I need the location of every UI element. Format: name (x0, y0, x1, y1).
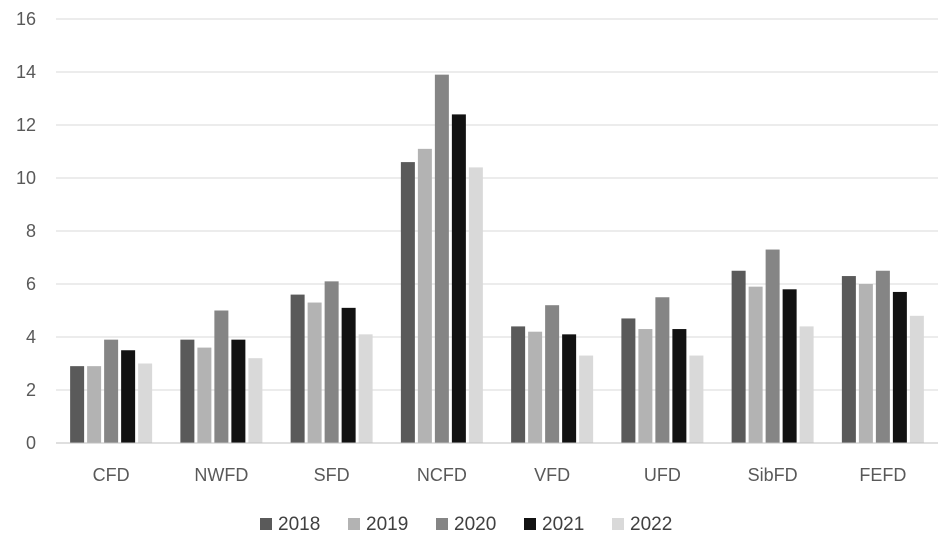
bar-sibfd-2018 (731, 270, 746, 443)
bar-sfd-2022 (358, 334, 373, 443)
bar-ufd-2019 (638, 329, 653, 443)
bar-nwfd-2022 (248, 358, 263, 443)
x-tick-label: NWFD (194, 465, 248, 485)
x-axis-labels: CFD NWFD SFD NCFD VFD UFD SibFD FEFD (93, 465, 907, 485)
bar-ufd-2022 (689, 355, 704, 443)
bar-vfd-2020 (545, 305, 560, 443)
bar-vfd-2019 (528, 331, 543, 443)
bar-cfd-2020 (104, 339, 119, 443)
bar-fefd-2021 (892, 291, 907, 443)
bar-vfd-2021 (562, 334, 577, 443)
legend-swatch (436, 518, 448, 530)
bars (70, 74, 924, 444)
bar-sfd-2019 (307, 302, 322, 443)
bar-vfd-2022 (579, 355, 594, 443)
legend-swatch (348, 518, 360, 530)
bar-ncfd-2019 (417, 148, 432, 443)
legend-item-2018[interactable]: 2018 (260, 514, 320, 535)
y-tick-label: 14 (16, 62, 36, 82)
bar-cfd-2021 (121, 350, 136, 443)
bar-sfd-2018 (290, 294, 305, 443)
bar-ncfd-2018 (400, 162, 415, 443)
legend-swatch (524, 518, 536, 530)
y-tick-label: 6 (26, 274, 36, 294)
bar-sfd-2020 (324, 281, 339, 443)
y-axis-ticks: 0 2 4 6 8 10 12 14 16 (16, 9, 36, 453)
legend-item-2021[interactable]: 2021 (524, 514, 584, 535)
bar-cfd-2018 (70, 366, 85, 443)
bar-sibfd-2021 (782, 289, 797, 443)
bar-sibfd-2020 (765, 249, 780, 443)
bar-nwfd-2021 (231, 339, 246, 443)
y-tick-label: 16 (16, 9, 36, 29)
x-tick-label: VFD (534, 465, 570, 485)
legend-label: 2021 (542, 514, 584, 535)
legend-item-2022[interactable]: 2022 (612, 514, 672, 535)
x-tick-label: CFD (93, 465, 130, 485)
y-tick-label: 2 (26, 380, 36, 400)
bar-ufd-2018 (621, 318, 636, 443)
bar-ncfd-2020 (434, 74, 449, 444)
bar-ncfd-2021 (451, 114, 466, 444)
grid (56, 18, 938, 391)
legend-label: 2018 (278, 514, 320, 535)
x-tick-label: SFD (314, 465, 350, 485)
bar-fefd-2019 (858, 284, 873, 443)
x-tick-label: FEFD (859, 465, 906, 485)
legend-label: 2022 (630, 514, 672, 535)
bar-ufd-2021 (672, 329, 687, 443)
y-tick-label: 0 (26, 433, 36, 453)
x-tick-label: UFD (644, 465, 681, 485)
bar-nwfd-2018 (180, 339, 195, 443)
y-tick-label: 10 (16, 168, 36, 188)
bar-ncfd-2022 (468, 167, 483, 443)
bar-sibfd-2019 (748, 286, 763, 443)
bar-sibfd-2022 (799, 326, 814, 443)
legend[interactable]: 2018 2019 2020 2021 2022 (260, 514, 672, 535)
bar-cfd-2019 (87, 366, 102, 443)
bar-ufd-2020 (655, 297, 670, 443)
bar-vfd-2018 (511, 326, 526, 443)
bar-fefd-2018 (841, 276, 856, 443)
bar-sfd-2021 (341, 307, 356, 443)
y-tick-label: 4 (26, 327, 36, 347)
bar-fefd-2022 (909, 315, 924, 443)
y-tick-label: 8 (26, 221, 36, 241)
legend-label: 2020 (454, 514, 496, 535)
bar-cfd-2022 (138, 363, 153, 443)
bar-fefd-2020 (875, 270, 890, 443)
legend-label: 2019 (366, 514, 408, 535)
legend-swatch (612, 518, 624, 530)
legend-swatch (260, 518, 272, 530)
y-tick-label: 12 (16, 115, 36, 135)
legend-item-2020[interactable]: 2020 (436, 514, 496, 535)
x-tick-label: SibFD (748, 465, 798, 485)
bar-nwfd-2019 (197, 347, 212, 443)
legend-item-2019[interactable]: 2019 (348, 514, 408, 535)
bar-nwfd-2020 (214, 310, 229, 443)
x-tick-label: NCFD (417, 465, 467, 485)
